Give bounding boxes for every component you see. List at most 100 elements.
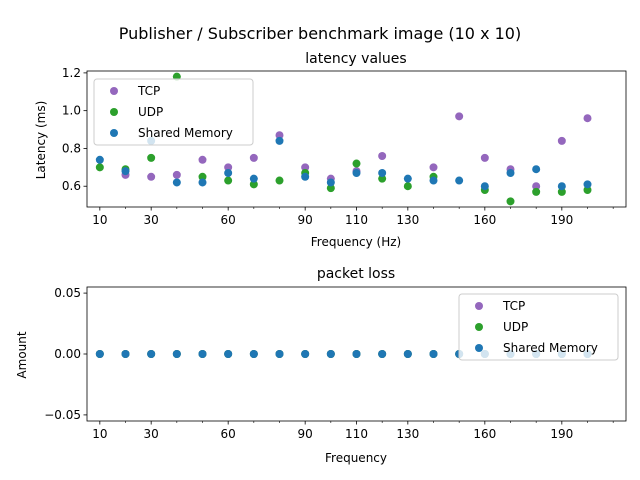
latency-point-shared-memory [480, 182, 489, 191]
latency-point-shared-memory [455, 176, 464, 185]
latency-point-udp [249, 180, 258, 189]
figure-suptitle: Publisher / Subscriber benchmark image (… [119, 24, 521, 43]
packet-loss-y-tick-label: 0.05 [54, 286, 81, 300]
latency-x-axis-label: Frequency (Hz) [311, 235, 402, 249]
latency-point-tcp [378, 152, 387, 160]
latency-point-shared-memory [429, 176, 438, 185]
packet-loss-legend-marker-shared-memory [475, 344, 483, 352]
latency-legend-frame [93, 78, 254, 146]
latency-point-tcp [275, 131, 284, 140]
latency-point-shared-memory [249, 174, 258, 183]
latency-point-udp [275, 176, 284, 185]
latency-x-tick-label: 10 [92, 213, 107, 227]
latency-chart: latency values Frequency (Hz) Latency (m… [34, 51, 627, 249]
latency-point-shared-memory [301, 172, 310, 181]
latency-point-tcp [557, 136, 566, 145]
latency-x-tick-label: 110 [345, 213, 368, 227]
latency-x-tick-label: 160 [473, 213, 496, 227]
packet-loss-x-tick-label: 90 [298, 427, 313, 441]
latency-y-tick-label: 0.6 [62, 179, 81, 193]
latency-point-udp [506, 197, 515, 206]
packet-loss-point-shared-memory [326, 350, 335, 358]
packet-loss-legend: TCP UDP Shared Memory [458, 293, 619, 361]
latency-point-udp [378, 174, 387, 183]
latency-point-udp [557, 187, 566, 196]
latency-point-tcp [429, 163, 438, 172]
latency-point-shared-memory [95, 155, 104, 164]
latency-point-shared-memory [506, 169, 515, 177]
latency-point-shared-memory [326, 178, 335, 187]
latency-legend-marker-shared-memory [110, 129, 118, 137]
latency-point-tcp [198, 155, 207, 164]
latency-legend: TCP UDP Shared Memory [93, 78, 254, 146]
packet-loss-x-tick-label: 130 [396, 427, 419, 441]
packet-loss-y-axis-label: Amount [15, 331, 29, 378]
packet-loss-point-shared-memory [224, 350, 233, 358]
packet-loss-legend-marker-tcp [475, 302, 483, 310]
packet-loss-point-shared-memory [403, 350, 412, 358]
latency-legend-marker-tcp [110, 87, 118, 95]
packet-loss-point-shared-memory [121, 350, 130, 358]
packet-loss-x-tick-label: 10 [92, 427, 107, 441]
latency-point-tcp [147, 172, 156, 181]
packet-loss-point-shared-memory [172, 350, 181, 358]
latency-point-shared-memory [557, 182, 566, 191]
latency-point-shared-memory [583, 180, 592, 189]
latency-point-udp [352, 159, 361, 168]
packet-loss-legend-label-tcp: TCP [502, 299, 525, 313]
latency-x-tick-label: 190 [550, 213, 573, 227]
latency-point-shared-memory [352, 169, 361, 177]
packet-loss-y-tick-label: −0.05 [44, 408, 81, 422]
packet-loss-legend-frame [458, 293, 619, 361]
packet-loss-chart-title: packet loss [317, 266, 395, 282]
latency-y-tick-label: 1.0 [62, 104, 81, 118]
latency-chart-title: latency values [305, 51, 406, 67]
latency-point-udp [198, 172, 207, 181]
latency-point-udp [326, 184, 335, 193]
latency-point-tcp [455, 112, 464, 121]
latency-point-shared-memory [198, 178, 207, 187]
packet-loss-legend-label-shared-memory: Shared Memory [503, 341, 598, 355]
latency-x-tick-label: 30 [144, 213, 159, 227]
latency-point-udp [583, 186, 592, 194]
packet-loss-y-tick-label: 0.00 [54, 347, 81, 361]
latency-point-tcp [532, 182, 541, 191]
packet-loss-point-shared-memory [352, 350, 361, 358]
packet-loss-x-tick-label: 190 [550, 427, 573, 441]
latency-y-axis-label: Latency (ms) [34, 101, 48, 180]
packet-loss-x-tick-label: 160 [473, 427, 496, 441]
packet-loss-point-shared-memory [198, 350, 207, 358]
latency-point-udp [147, 153, 156, 162]
packet-loss-point-shared-memory [301, 350, 310, 358]
latency-point-tcp [583, 114, 592, 123]
latency-x-tick-label: 90 [298, 213, 313, 227]
latency-point-udp [224, 176, 233, 185]
latency-point-shared-memory [224, 169, 233, 177]
latency-x-tick-label: 130 [396, 213, 419, 227]
packet-loss-legend-label-udp: UDP [503, 320, 528, 334]
packet-loss-x-tick-label: 110 [345, 427, 368, 441]
packet-loss-point-shared-memory [429, 350, 438, 358]
packet-loss-x-tick-label: 30 [144, 427, 159, 441]
packet-loss-point-shared-memory [95, 350, 104, 358]
packet-loss-legend-marker-udp [475, 323, 483, 331]
latency-y-tick-label: 1.2 [62, 66, 81, 80]
packet-loss-point-shared-memory [147, 350, 156, 358]
latency-legend-label-shared-memory: Shared Memory [138, 126, 233, 140]
latency-point-shared-memory [403, 174, 412, 183]
packet-loss-point-shared-memory [378, 350, 387, 358]
latency-point-tcp [249, 153, 258, 162]
packet-loss-x-axis-label: Frequency [325, 451, 387, 465]
latency-point-tcp [480, 153, 489, 162]
latency-point-shared-memory [121, 167, 130, 176]
latency-legend-label-udp: UDP [138, 105, 163, 119]
latency-point-shared-memory [378, 169, 387, 177]
latency-point-tcp [301, 163, 310, 172]
latency-point-shared-memory [532, 165, 541, 174]
latency-point-udp [532, 187, 541, 196]
latency-point-tcp [172, 170, 181, 179]
latency-point-shared-memory [172, 178, 181, 187]
latency-legend-label-tcp: TCP [137, 84, 160, 98]
latency-point-udp [403, 182, 412, 191]
